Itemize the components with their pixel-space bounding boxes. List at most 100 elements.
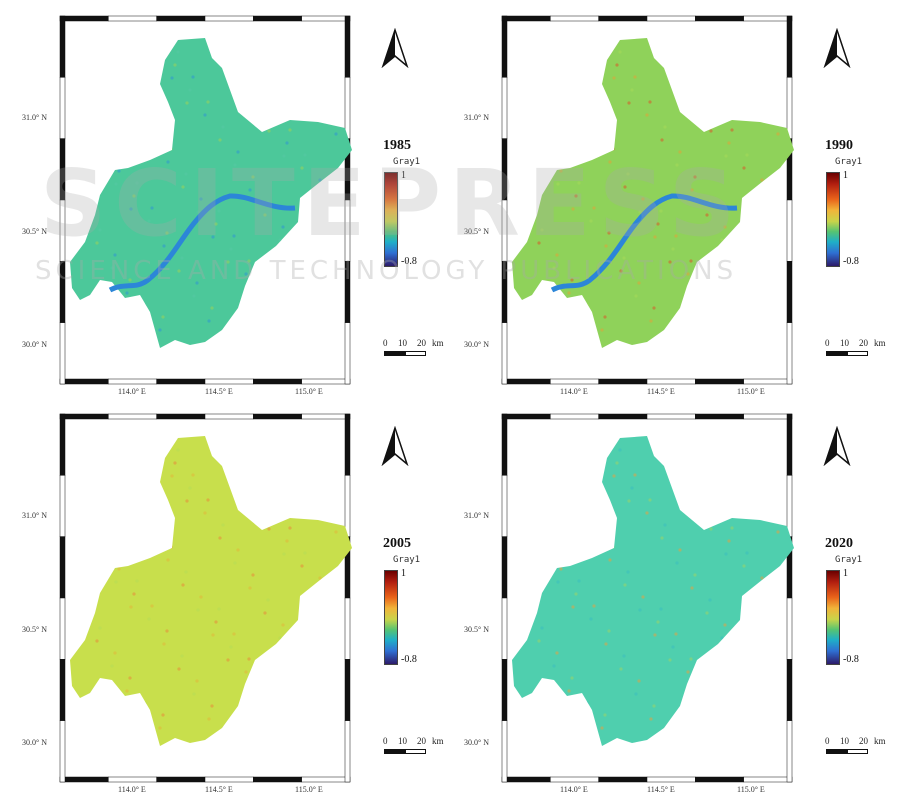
frame-tick <box>501 536 508 599</box>
frame-tick <box>253 776 302 783</box>
texture-dot <box>716 720 720 724</box>
texture-dot <box>638 210 642 214</box>
texture-dot <box>720 636 724 640</box>
texture-dot <box>185 101 189 105</box>
texture-dot <box>597 51 601 55</box>
texture-dot <box>757 589 761 593</box>
texture-dot <box>91 723 95 727</box>
texture-dot <box>326 698 330 702</box>
texture-dot <box>177 269 181 273</box>
texture-dot <box>267 527 271 531</box>
longitude-label: 115.0° E <box>737 785 765 794</box>
texture-dot <box>659 607 663 611</box>
texture-dot <box>225 331 229 335</box>
texture-dot <box>761 505 765 509</box>
texture-dot <box>765 711 769 715</box>
longitude-label: 114.0° E <box>118 785 146 794</box>
texture-dot <box>285 141 289 145</box>
texture-dot <box>593 135 597 139</box>
texture-dot <box>544 542 548 546</box>
texture-dot <box>211 235 215 239</box>
texture-dot <box>619 667 623 671</box>
frame-tick <box>695 413 744 420</box>
scale-label-20: 20 <box>859 338 868 348</box>
frame-tick <box>344 720 351 783</box>
texture-dot <box>169 545 173 549</box>
scale-label-20: 20 <box>859 736 868 746</box>
longitude-label: 115.0° E <box>295 785 323 794</box>
frame-tick <box>598 413 648 420</box>
texture-dot <box>326 300 330 304</box>
texture-dot <box>252 502 256 506</box>
texture-dot <box>333 203 337 207</box>
texture-dot <box>563 483 567 487</box>
texture-dot <box>296 648 300 652</box>
texture-dot <box>674 234 678 238</box>
frame-tick <box>646 15 696 22</box>
river-line <box>550 193 738 293</box>
texture-dot <box>730 526 734 530</box>
map-canvas <box>501 413 794 783</box>
frame-tick <box>786 413 793 476</box>
frame-tick <box>344 15 351 78</box>
texture-dot <box>567 291 571 295</box>
texture-dot <box>165 629 169 633</box>
texture-dot <box>117 567 121 571</box>
texture-dot <box>278 636 282 640</box>
texture-dot <box>581 495 585 499</box>
texture-dot <box>166 160 170 164</box>
legend-year: 2020 <box>825 536 853 551</box>
latitude-label: 30.0° N <box>464 738 489 747</box>
texture-dot <box>559 169 563 173</box>
texture-dot <box>196 210 200 214</box>
texture-dot <box>675 163 679 167</box>
texture-dot <box>775 601 779 605</box>
texture-dot <box>229 247 233 251</box>
texture-dot <box>303 153 307 157</box>
texture-dot <box>593 533 597 537</box>
texture-dot <box>136 110 140 114</box>
texture-dot <box>612 76 616 80</box>
scale-bar-black <box>826 351 847 356</box>
texture-dot <box>315 589 319 593</box>
texture-dot <box>686 272 690 276</box>
texture-dot <box>682 66 686 70</box>
texture-dot <box>251 573 255 577</box>
texture-dot <box>581 97 585 101</box>
map-canvas <box>59 413 352 783</box>
texture-dot <box>181 185 185 189</box>
texture-dot <box>109 735 113 739</box>
texture-dot <box>645 113 649 117</box>
texture-dot <box>273 501 277 505</box>
texture-dot <box>132 592 136 596</box>
texture-dot <box>289 57 293 61</box>
texture-dot <box>207 319 211 323</box>
texture-dot <box>570 278 574 282</box>
texture-dot <box>592 206 596 210</box>
legend-min-label: -0.8 <box>401 654 417 665</box>
texture-dot <box>222 452 226 456</box>
frame-tick <box>598 378 648 385</box>
longitude-label: 114.0° E <box>118 387 146 396</box>
texture-dot <box>180 256 184 260</box>
scale-label-0: 0 <box>383 338 388 348</box>
frame-tick <box>786 720 793 783</box>
texture-dot <box>154 122 158 126</box>
texture-dot <box>589 617 593 621</box>
texture-dot <box>668 658 672 662</box>
texture-dot <box>746 82 750 86</box>
texture-dot <box>756 660 760 664</box>
texture-dot <box>98 228 102 232</box>
frame-tick <box>59 261 66 323</box>
texture-dot <box>689 259 693 263</box>
texture-dot <box>693 573 697 577</box>
texture-dot <box>191 75 195 79</box>
texture-dot <box>333 601 337 605</box>
texture-dot <box>236 150 240 154</box>
texture-dot <box>567 689 571 693</box>
scale-label-0: 0 <box>825 338 830 348</box>
texture-dot <box>556 580 560 584</box>
frame-tick <box>695 15 744 22</box>
map-canvas <box>59 15 352 385</box>
texture-dot <box>603 315 607 319</box>
